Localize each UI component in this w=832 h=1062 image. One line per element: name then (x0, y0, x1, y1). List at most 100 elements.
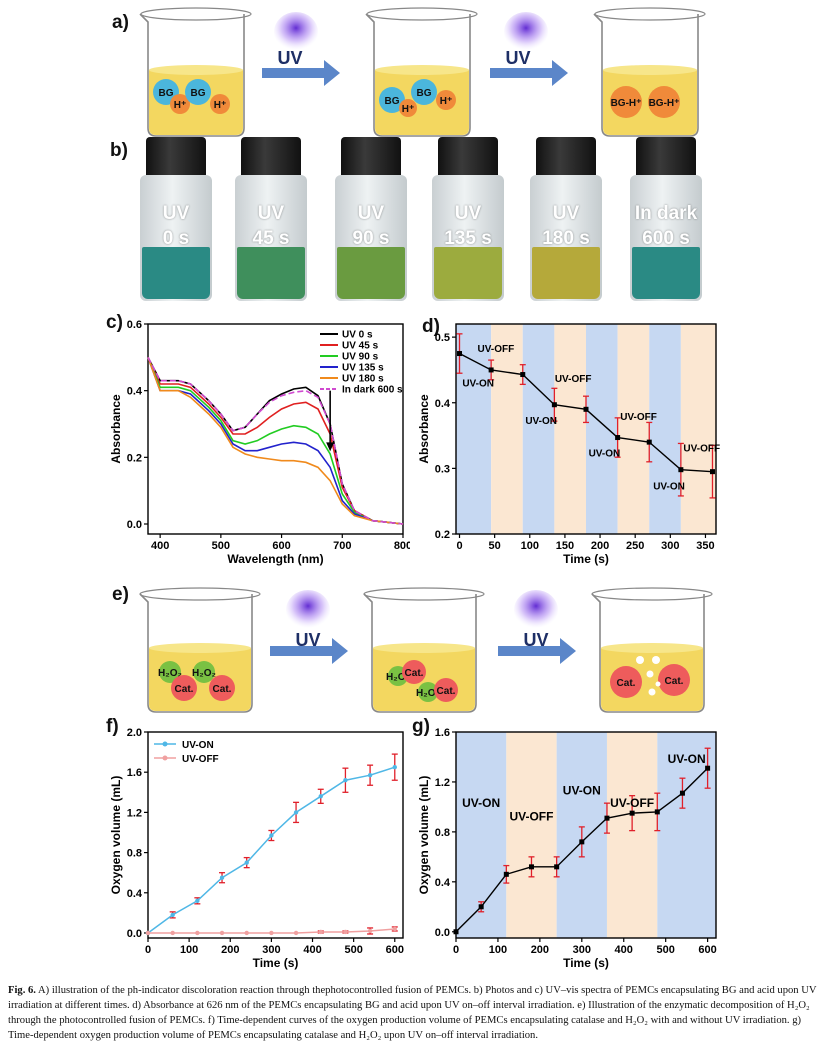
uv-state-annotation: UV-OFF (478, 344, 515, 355)
x-tick-label: 300 (262, 944, 280, 956)
data-point (551, 402, 557, 408)
oxygen-bubble (646, 670, 654, 678)
vial-liquid (142, 247, 210, 299)
uv-state-annotation: UV-ON (668, 752, 706, 766)
data-point (170, 912, 175, 918)
x-tick-label: 500 (212, 540, 230, 552)
beaker-e2: H₂O₂ Cat. H₂O₂ Cat. (363, 587, 485, 713)
y-tick-label: 0.4 (127, 386, 143, 398)
uv-state-annotation: UV-ON (525, 416, 557, 427)
arrow-head-icon (326, 442, 335, 452)
vial-label-line1: In dark (634, 203, 698, 224)
plot-frame (147, 731, 404, 939)
bubble-h: H⁺ (402, 104, 415, 115)
x-tick-label: 250 (626, 540, 644, 552)
vial-label-line2: 135 s (444, 228, 492, 249)
data-point (343, 778, 348, 783)
vial-cap (146, 137, 206, 177)
arrow-icon (262, 60, 340, 86)
x-tick-label: 200 (591, 540, 609, 552)
uv-state-annotation: UV-OFF (509, 810, 553, 824)
vial: UV 0 s (136, 135, 216, 303)
x-tick-label: 300 (661, 540, 679, 552)
chart-g-oxygen: 0 100 200 300 400 500 600 0.0 0.4 0.8 1.2 1.6 Time (… (417, 727, 717, 970)
vial: UV 90 s (331, 135, 411, 303)
uv-state-annotation: UV-ON (462, 378, 494, 389)
vial-label-line2: 45 s (252, 228, 290, 249)
vial: UV 180 s (526, 135, 606, 303)
x-tick-label: 400 (615, 944, 633, 956)
background-band (606, 732, 658, 938)
data-point (709, 469, 715, 475)
background-band (506, 732, 557, 938)
data-point (705, 765, 711, 771)
data-point (195, 930, 200, 936)
panel-e-schematic: H₂O₂ H₂O₂ Cat. Cat. UV H₂O₂ Cat. H₂O₂ Ca… (139, 587, 713, 713)
data-point (678, 467, 684, 473)
x-tick-label: 200 (531, 944, 549, 956)
panel-label-f: f) (106, 716, 119, 737)
y-tick-label: 0.5 (435, 332, 450, 344)
data-point (583, 406, 589, 412)
spectrum-line (147, 357, 404, 525)
x-axis-label: Time (s) (253, 956, 299, 970)
bubble-h2o2: H₂O₂ (386, 672, 410, 683)
bubble-cat: Cat. (665, 676, 684, 687)
vial-label-line1: UV (552, 203, 580, 224)
bubble-bg: BG (191, 88, 206, 99)
y-axis-label: Oxygen volume (mL) (109, 776, 123, 895)
bubble-cat: Cat. (437, 686, 456, 697)
x-axis-label: Time (s) (563, 552, 609, 566)
spectrum-line (147, 357, 404, 525)
panel-label-g: g) (412, 716, 430, 737)
bubble-cat: Cat. (405, 668, 424, 679)
y-tick-label: 0.3 (435, 463, 450, 475)
panel-label-d: d) (422, 316, 440, 337)
y-tick-label: 0.4 (435, 398, 451, 410)
x-axis-label: Time (s) (563, 956, 609, 970)
data-line (147, 766, 396, 934)
caption-figure-number: Fig. 6. (8, 985, 36, 996)
y-tick-label: 1.6 (127, 767, 142, 779)
data-point (615, 435, 621, 441)
background-band (617, 324, 650, 534)
background-band (554, 324, 586, 534)
data-point (457, 351, 463, 357)
bubble-bg: BG (385, 96, 400, 107)
data-point (170, 930, 175, 936)
vial-liquid (632, 247, 700, 299)
vial-label: In dark 600 s (626, 201, 706, 251)
bubble-h: H⁺ (214, 100, 227, 111)
x-tick-label: 0 (145, 944, 151, 956)
bubble-cat: Cat. (617, 678, 636, 689)
data-point (528, 864, 534, 870)
y-tick-label: 0.4 (127, 888, 143, 900)
y-tick-label: 0.0 (127, 928, 142, 940)
data-point (453, 929, 459, 935)
panel-label-a: a) (112, 12, 129, 33)
x-tick-label: 500 (344, 944, 362, 956)
data-point (392, 926, 397, 932)
bubble-cat: Cat. (213, 684, 232, 695)
vial-liquid (337, 247, 405, 299)
vial-liquid (237, 247, 305, 299)
data-point (392, 764, 397, 770)
bubble-h: H⁺ (440, 96, 453, 107)
bubble-h2o2: H₂O₂ (416, 688, 440, 699)
vial: UV 135 s (428, 135, 508, 303)
x-tick-label: 0 (453, 944, 459, 956)
vial-cap (636, 137, 696, 177)
beaker-e3: Cat. Cat. (591, 587, 713, 713)
y-axis-label: Absorbance (109, 394, 123, 464)
legend-label: UV 135 s (342, 363, 384, 374)
y-tick-label: 2.0 (127, 727, 142, 739)
vial-label: UV 0 s (136, 201, 216, 251)
data-point (293, 930, 299, 936)
bubble-bg-h: BG-H⁺ (649, 98, 680, 109)
vial-cap (341, 137, 401, 177)
oxygen-bubble (636, 656, 644, 664)
uv-state-annotation: UV-ON (563, 783, 601, 797)
arrow-icon (498, 638, 576, 664)
panel-label-c: c) (106, 312, 123, 333)
vial-cap (536, 137, 596, 177)
